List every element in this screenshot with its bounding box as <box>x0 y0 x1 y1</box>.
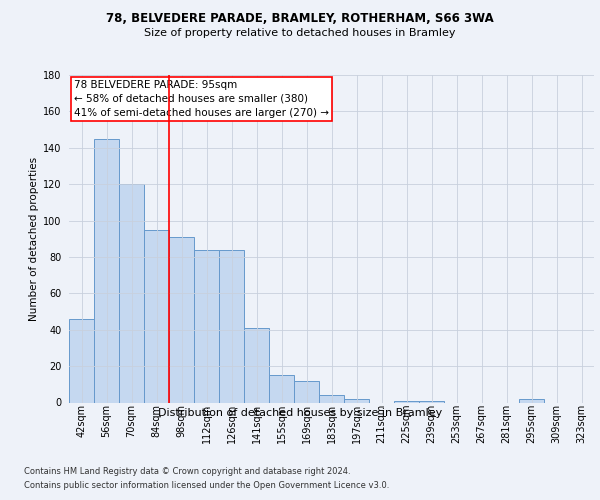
Text: Contains HM Land Registry data © Crown copyright and database right 2024.: Contains HM Land Registry data © Crown c… <box>24 468 350 476</box>
Bar <box>519 399 544 402</box>
Bar <box>69 319 94 402</box>
Text: Distribution of detached houses by size in Bramley: Distribution of detached houses by size … <box>158 408 442 418</box>
Text: Contains public sector information licensed under the Open Government Licence v3: Contains public sector information licen… <box>24 481 389 490</box>
Bar <box>94 138 119 402</box>
Bar <box>169 237 194 402</box>
Bar <box>419 400 444 402</box>
Bar <box>119 184 144 402</box>
Bar <box>344 399 369 402</box>
Y-axis label: Number of detached properties: Number of detached properties <box>29 156 38 321</box>
Bar <box>244 328 269 402</box>
Bar <box>319 395 344 402</box>
Bar <box>219 250 244 402</box>
Text: 78, BELVEDERE PARADE, BRAMLEY, ROTHERHAM, S66 3WA: 78, BELVEDERE PARADE, BRAMLEY, ROTHERHAM… <box>106 12 494 26</box>
Bar <box>269 375 294 402</box>
Bar <box>144 230 169 402</box>
Bar <box>194 250 219 402</box>
Text: 78 BELVEDERE PARADE: 95sqm
← 58% of detached houses are smaller (380)
41% of sem: 78 BELVEDERE PARADE: 95sqm ← 58% of deta… <box>74 80 329 118</box>
Bar <box>294 380 319 402</box>
Text: Size of property relative to detached houses in Bramley: Size of property relative to detached ho… <box>144 28 456 38</box>
Bar <box>394 400 419 402</box>
